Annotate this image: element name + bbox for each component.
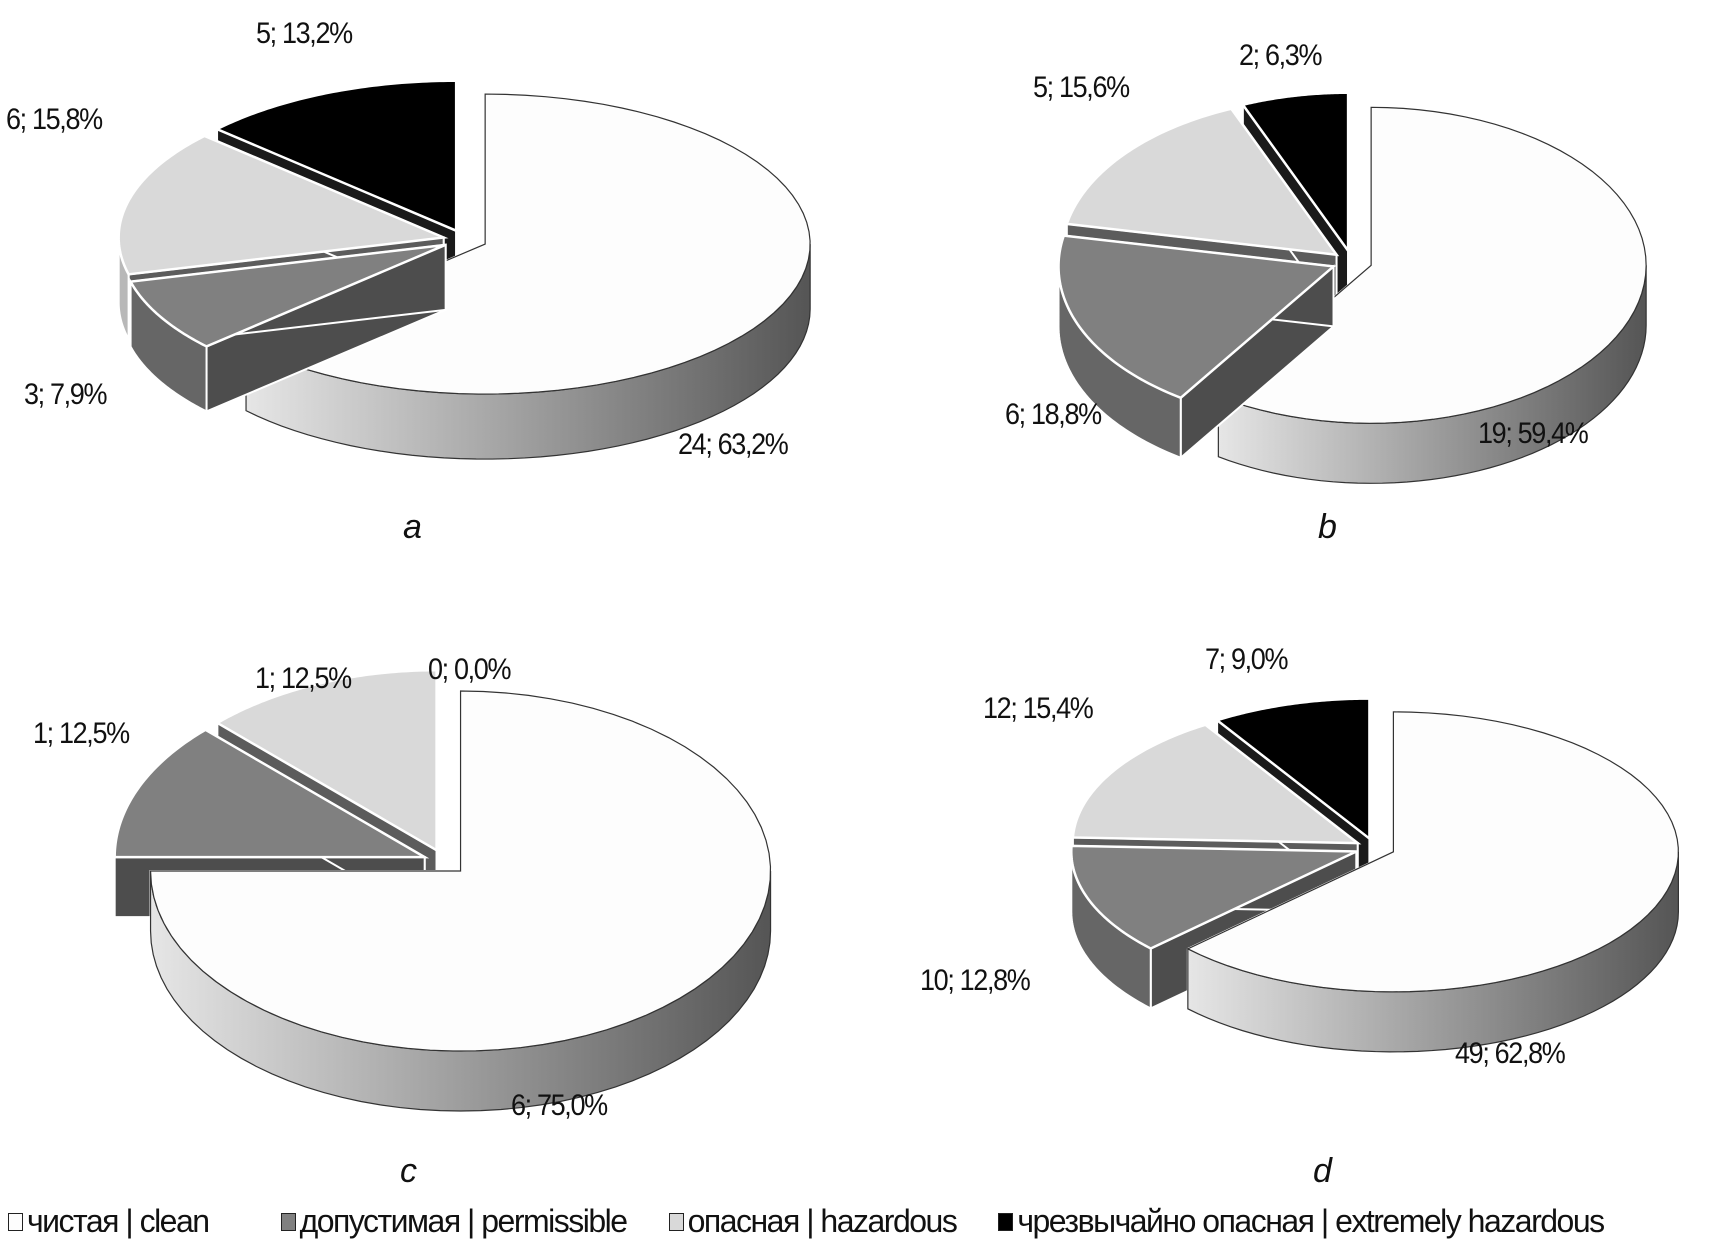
slice-top bbox=[113, 728, 430, 859]
legend-item-extreme: чрезвычайно опасная | extremely hazardou… bbox=[998, 1203, 1605, 1240]
data-label-c-extreme: 0; 0,0% bbox=[428, 653, 511, 686]
data-label-a-extreme: 5; 13,2% bbox=[256, 17, 353, 50]
slice-top bbox=[1071, 723, 1362, 845]
pie-slice-a-permissible bbox=[128, 243, 447, 414]
legend-swatch-extreme bbox=[998, 1212, 1014, 1231]
legend-item-hazardous: опасная | hazardous bbox=[668, 1203, 958, 1240]
data-label-d-permissible: 10; 12,8% bbox=[920, 964, 1031, 997]
legend: чистая | clean допустимая | permissible … bbox=[8, 1203, 1646, 1240]
legend-label-clean: чистая | clean bbox=[27, 1203, 210, 1239]
data-label-d-clean: 49; 62,8% bbox=[1455, 1037, 1566, 1070]
pie-chart-b bbox=[1057, 91, 1647, 484]
data-label-c-hazardous: 1; 12,5% bbox=[255, 662, 352, 695]
slice-top bbox=[1186, 711, 1679, 993]
legend-label-hazardous: опасная | hazardous bbox=[687, 1203, 958, 1239]
data-label-c-clean: 6; 75,0% bbox=[511, 1089, 608, 1122]
data-label-c-permissible: 1; 12,5% bbox=[33, 717, 130, 750]
slice-top bbox=[1240, 91, 1350, 255]
legend-item-permissible: допустимая | permissible bbox=[280, 1203, 629, 1240]
slice-top bbox=[149, 690, 772, 1052]
data-label-d-extreme: 7; 9,0% bbox=[1205, 643, 1288, 676]
data-label-d-hazardous: 12; 15,4% bbox=[983, 692, 1094, 725]
data-label-b-clean: 19; 59,4% bbox=[1478, 417, 1589, 450]
pie-chart-a bbox=[117, 79, 811, 460]
slice-top bbox=[214, 79, 458, 233]
pie-slice-d-permissible bbox=[1070, 844, 1358, 1011]
pie-chart-d bbox=[1070, 697, 1679, 1053]
legend-swatch-hazardous bbox=[668, 1212, 684, 1231]
pie-chart-c bbox=[113, 668, 772, 1112]
panel-label-a: a bbox=[403, 508, 422, 546]
data-label-b-extreme: 2; 6,3% bbox=[1239, 39, 1322, 72]
panel-label-c: c bbox=[400, 1152, 417, 1190]
slice-top bbox=[1057, 234, 1337, 400]
pie-slice-b-clean bbox=[1217, 106, 1647, 484]
slice-top bbox=[1214, 697, 1371, 842]
panel-label-b: b bbox=[1318, 508, 1337, 546]
slice-top bbox=[128, 243, 447, 348]
legend-item-clean: чистая | clean bbox=[8, 1203, 210, 1240]
legend-swatch-clean bbox=[8, 1212, 23, 1231]
slice-top bbox=[1217, 106, 1647, 424]
slice-top bbox=[1070, 844, 1357, 950]
legend-label-permissible: допустимая | permissible bbox=[299, 1203, 629, 1239]
data-label-b-permissible: 6; 18,8% bbox=[1005, 398, 1102, 431]
slice-top bbox=[214, 668, 438, 853]
panel-label-d: d bbox=[1313, 1152, 1332, 1190]
slice-top bbox=[117, 134, 449, 276]
slice-top bbox=[1065, 107, 1340, 257]
pie-slice-d-clean bbox=[1186, 711, 1679, 1053]
data-label-a-clean: 24; 63,2% bbox=[678, 428, 789, 461]
pie-slice-b-permissible bbox=[1057, 234, 1337, 460]
legend-swatch-permissible bbox=[280, 1212, 296, 1231]
pie-slice-c-clean bbox=[149, 690, 772, 1112]
data-label-b-hazardous: 5; 15,6% bbox=[1033, 71, 1130, 104]
data-label-a-hazardous: 6; 15,8% bbox=[6, 103, 103, 136]
data-label-a-permissible: 3; 7,9% bbox=[24, 378, 107, 411]
legend-label-extreme: чрезвычайно опасная | extremely hazardou… bbox=[1017, 1203, 1605, 1239]
